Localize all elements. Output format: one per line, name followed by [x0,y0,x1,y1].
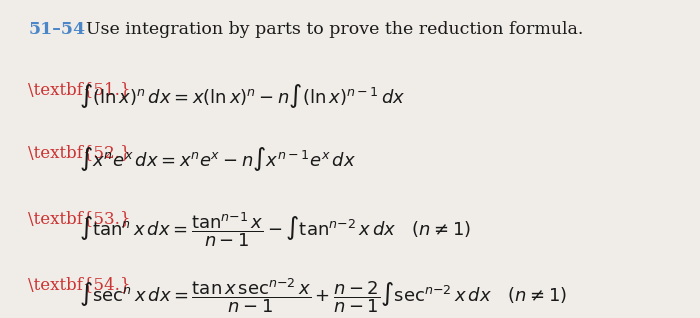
Text: $\int (\ln x)^{n}\,dx = x(\ln x)^{n} - n\int (\ln x)^{n-1}\,dx$: $\int (\ln x)^{n}\,dx = x(\ln x)^{n} - n… [79,81,405,109]
Text: 51–54: 51–54 [29,21,85,38]
Text: Use integration by parts to prove the reduction formula.: Use integration by parts to prove the re… [85,21,583,38]
Text: \textbf{51.}: \textbf{51.} [29,81,131,99]
Text: $\int \tan^{n}x\,dx = \dfrac{\tan^{n-1}x}{n-1} - \int \tan^{n-2}x\,dx \quad (n \: $\int \tan^{n}x\,dx = \dfrac{\tan^{n-1}x… [79,211,471,249]
Text: \textbf{53.}: \textbf{53.} [29,211,131,227]
Text: $\int x^{n}e^{x}\,dx = x^{n}e^{x} - n\int x^{n-1}e^{x}\,dx$: $\int x^{n}e^{x}\,dx = x^{n}e^{x} - n\in… [79,144,356,173]
Text: \textbf{54.}: \textbf{54.} [29,276,131,293]
Text: \textbf{52.}: \textbf{52.} [29,144,131,162]
Text: $\int \sec^{n}x\,dx = \dfrac{\tan x\,\sec^{n-2}x}{n-1} + \dfrac{n-2}{n-1}\int \s: $\int \sec^{n}x\,dx = \dfrac{\tan x\,\se… [79,276,567,315]
